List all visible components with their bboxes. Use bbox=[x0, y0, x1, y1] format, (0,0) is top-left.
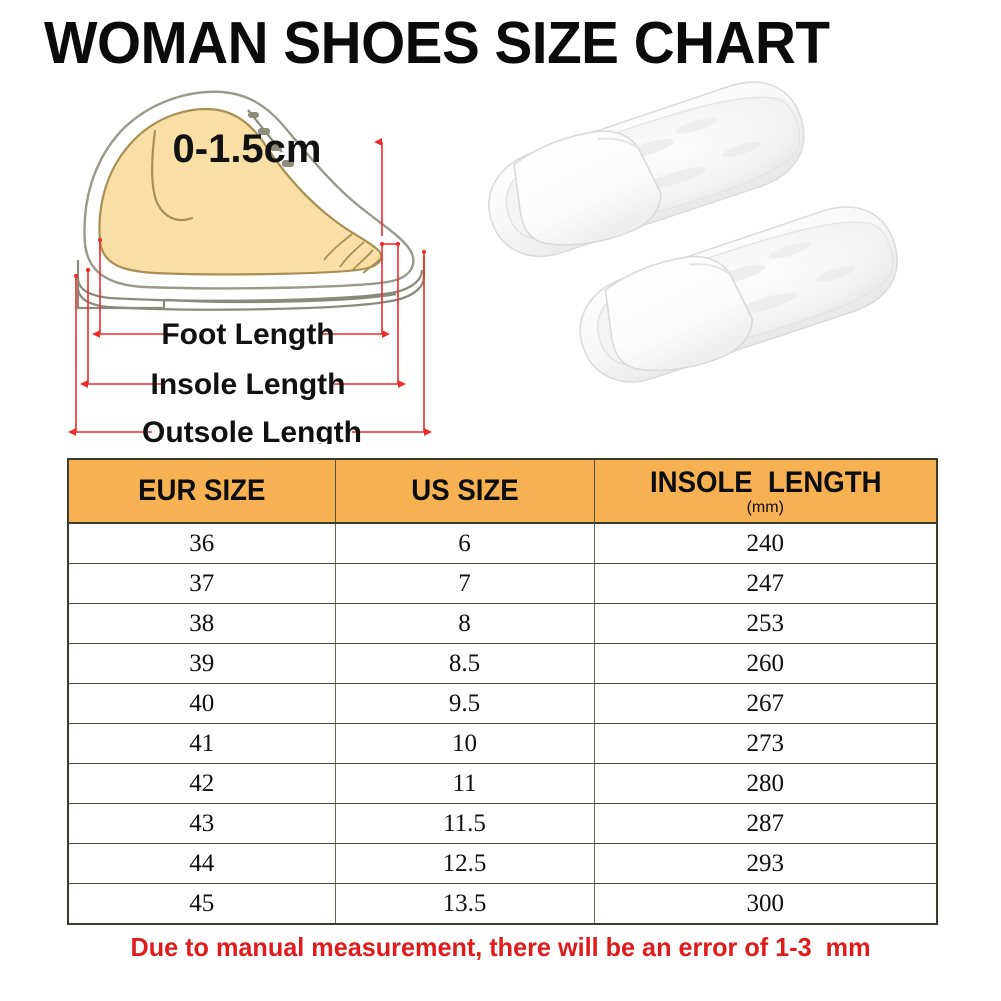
cell-us-size: 8.5 bbox=[334, 643, 595, 684]
insole-length-label: Insole Length bbox=[151, 368, 346, 401]
cell-eur-size: 41 bbox=[67, 723, 336, 764]
size-chart-table: EUR SIZE US SIZE INSOLE LENGTH (mm) 36 6… bbox=[67, 458, 938, 925]
table-row: 36 6 240 bbox=[67, 522, 938, 564]
cell-insole-length: 267 bbox=[593, 683, 938, 724]
outsole-length-label: Outsole Length bbox=[142, 416, 362, 444]
table-row: 43 11.5 287 bbox=[67, 803, 938, 844]
cell-us-size: 12.5 bbox=[334, 843, 595, 884]
cell-eur-size: 38 bbox=[67, 603, 336, 644]
cell-us-size: 11.5 bbox=[334, 803, 595, 844]
cell-us-size: 10 bbox=[334, 723, 595, 764]
cell-insole-length: 240 bbox=[593, 522, 938, 564]
cell-insole-length: 287 bbox=[593, 803, 938, 844]
column-header-us-size-label: US SIZE bbox=[410, 474, 519, 507]
foot-length-label: Foot Length bbox=[161, 318, 334, 351]
slipper-left bbox=[488, 81, 805, 258]
cell-eur-size: 37 bbox=[67, 563, 336, 604]
product-photo-slippers bbox=[470, 78, 970, 458]
toe-gap-label: 0-1.5cm bbox=[173, 127, 322, 171]
column-header-insole-unit: (mm) bbox=[746, 498, 784, 516]
cell-insole-length: 247 bbox=[593, 563, 938, 604]
cell-insole-length: 293 bbox=[593, 843, 938, 884]
table-row: 39 8.5 260 bbox=[67, 643, 938, 684]
cell-us-size: 13.5 bbox=[334, 883, 595, 925]
column-header-us-size: US SIZE bbox=[334, 458, 595, 524]
table-header-row: EUR SIZE US SIZE INSOLE LENGTH (mm) bbox=[67, 458, 938, 524]
shoe-eyelets bbox=[247, 109, 294, 167]
table-body: 36 6 240 37 7 247 38 8 253 39 8.5 260 40… bbox=[67, 522, 938, 925]
table-row: 40 9.5 267 bbox=[67, 683, 938, 724]
cell-insole-length: 280 bbox=[593, 763, 938, 804]
table-row: 41 10 273 bbox=[67, 723, 938, 764]
table-row: 45 13.5 300 bbox=[67, 883, 938, 925]
foot-shape bbox=[98, 108, 383, 276]
cell-insole-length: 300 bbox=[593, 883, 938, 925]
cell-eur-size: 42 bbox=[67, 763, 336, 804]
cell-us-size: 11 bbox=[334, 763, 595, 804]
column-header-insole-length: INSOLE LENGTH (mm) bbox=[593, 458, 938, 524]
cell-us-size: 8 bbox=[334, 603, 595, 644]
measurement-disclaimer: Due to manual measurement, there will be… bbox=[130, 932, 871, 962]
dimension-lines bbox=[68, 138, 432, 436]
table-row: 44 12.5 293 bbox=[67, 843, 938, 884]
cell-eur-size: 43 bbox=[67, 803, 336, 844]
cell-us-size: 9.5 bbox=[334, 683, 595, 724]
column-header-eur-size-label: EUR SIZE bbox=[138, 474, 266, 507]
slipper-right bbox=[579, 206, 898, 383]
column-header-eur-size: EUR SIZE bbox=[67, 458, 336, 524]
page-title: WOMAN SHOES SIZE CHART bbox=[44, 10, 830, 76]
table-row: 38 8 253 bbox=[67, 603, 938, 644]
cell-insole-length: 260 bbox=[593, 643, 938, 684]
cell-us-size: 7 bbox=[334, 563, 595, 604]
foot-measurement-diagram: 0-1.5cm Foot Length Insole Length Outsol… bbox=[52, 84, 492, 444]
cell-eur-size: 44 bbox=[67, 843, 336, 884]
shoe-sole-layers bbox=[76, 256, 426, 311]
cell-eur-size: 40 bbox=[67, 683, 336, 724]
cell-us-size: 6 bbox=[334, 522, 595, 564]
cell-eur-size: 45 bbox=[67, 883, 336, 925]
column-header-insole-length-label: INSOLE LENGTH bbox=[649, 465, 882, 499]
cell-eur-size: 39 bbox=[67, 643, 336, 684]
table-row: 37 7 247 bbox=[67, 563, 938, 604]
table-row: 42 11 280 bbox=[67, 763, 938, 804]
cell-insole-length: 273 bbox=[593, 723, 938, 764]
cell-insole-length: 253 bbox=[593, 603, 938, 644]
cell-eur-size: 36 bbox=[67, 522, 336, 564]
